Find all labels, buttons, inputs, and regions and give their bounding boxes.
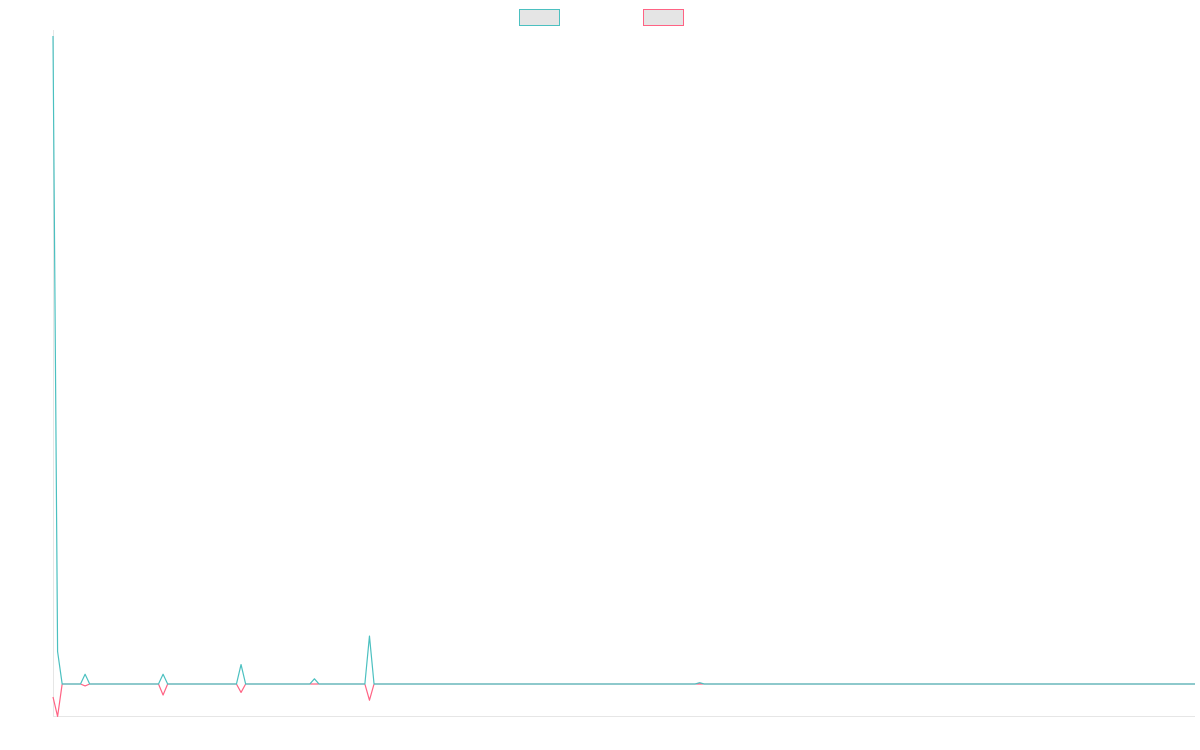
series-line — [52, 683, 1195, 717]
legend-swatch — [519, 9, 560, 26]
legend-swatch — [643, 9, 684, 26]
series-line — [52, 35, 1195, 685]
